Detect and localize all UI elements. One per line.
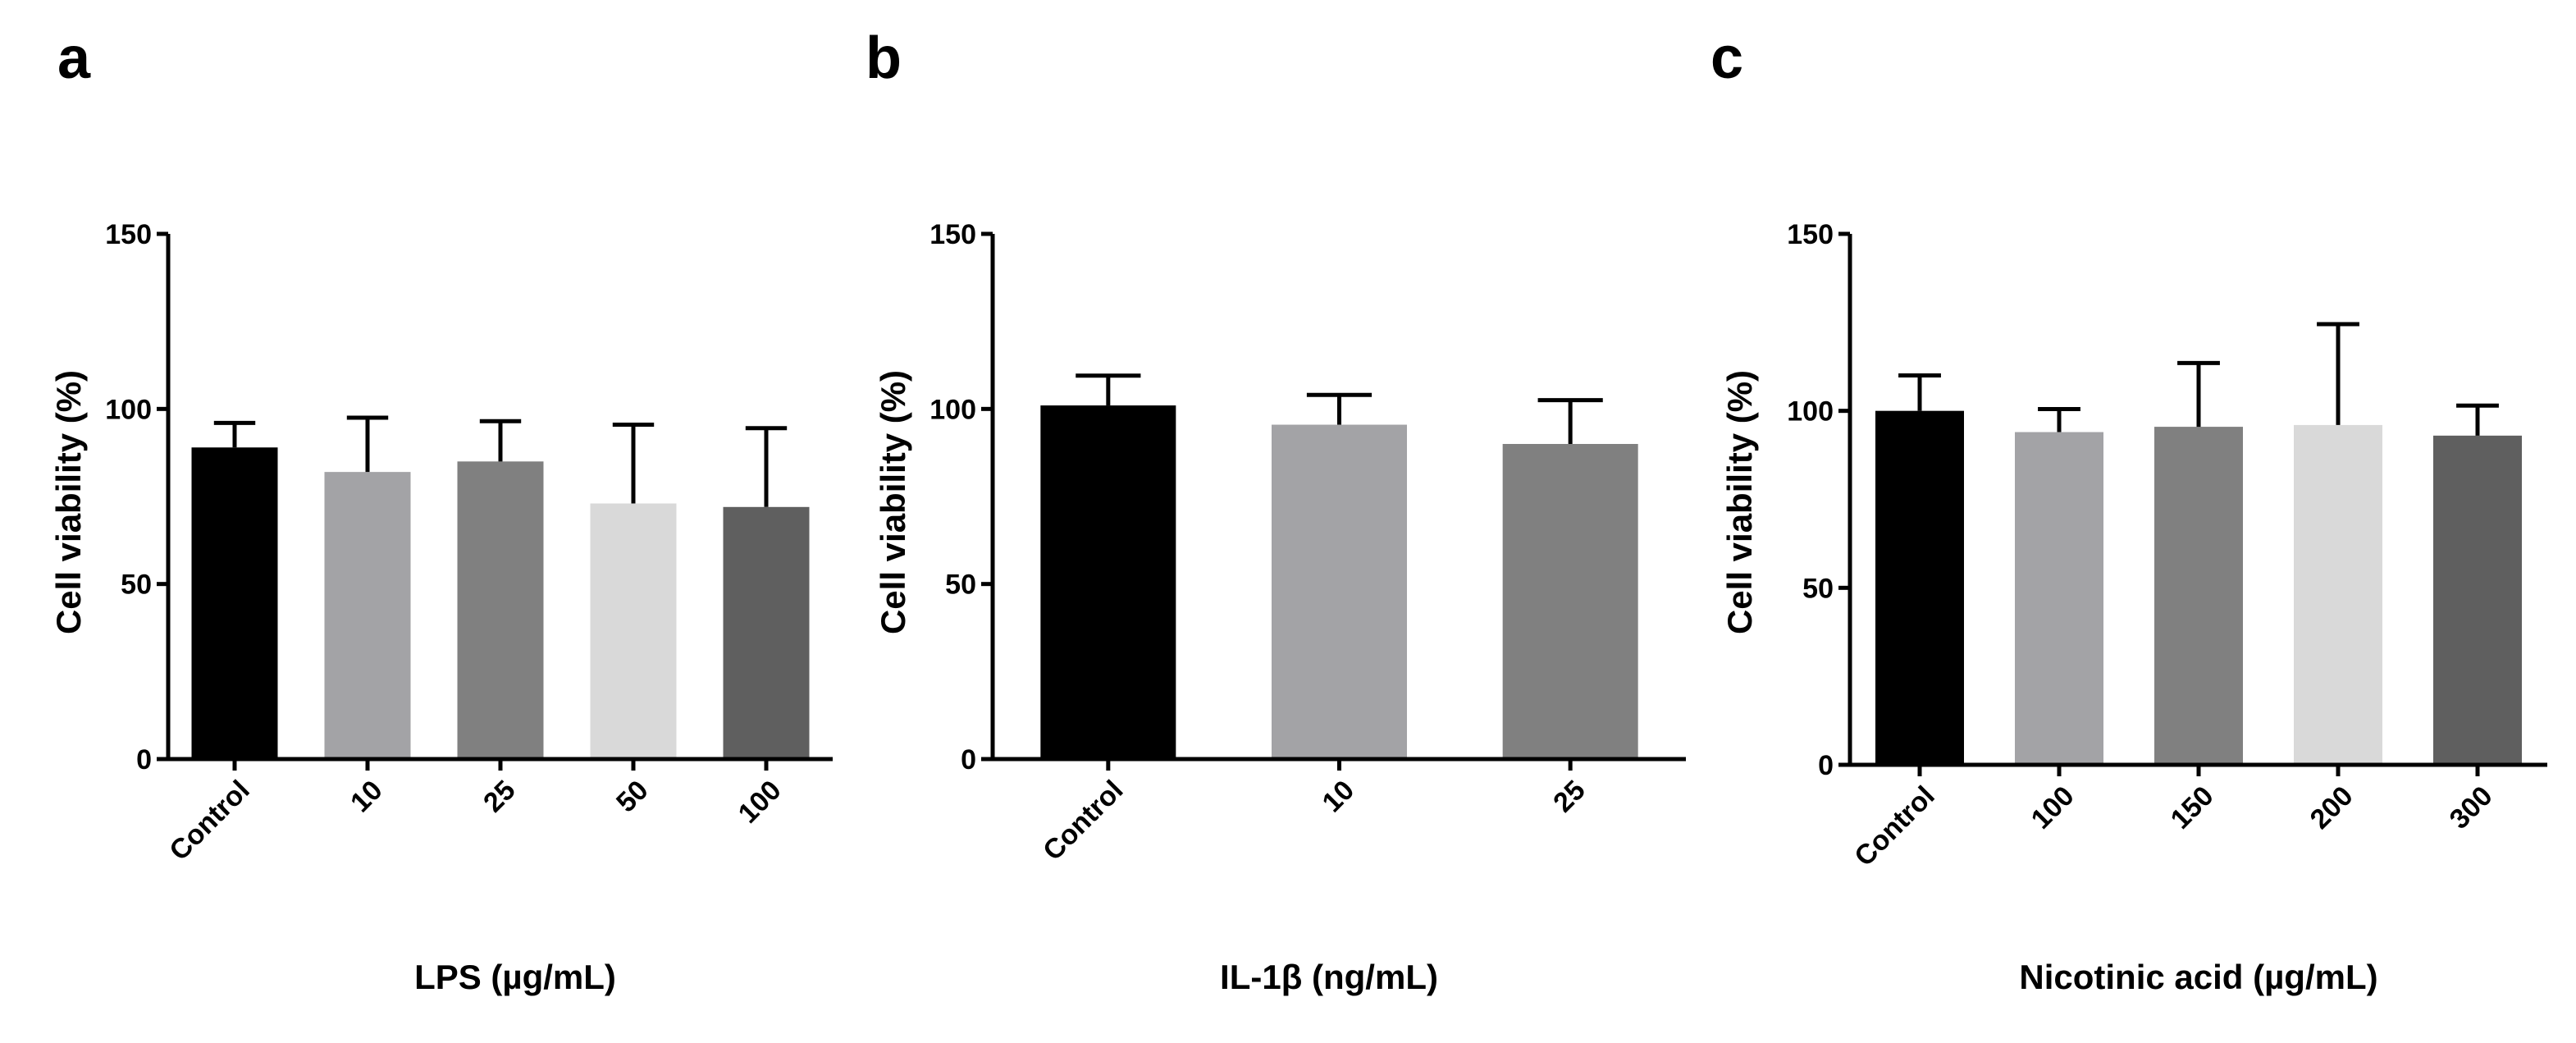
- panel-c: c Cell viability (%) Control 100 150 200 300…: [1710, 25, 2547, 996]
- y-tick-label-c: 150: [1787, 219, 1834, 250]
- y-axis-label-c: Cell viability (%): [1720, 370, 1759, 634]
- x-tick-label-a: 25: [477, 775, 522, 819]
- bar-a-100: [723, 506, 810, 759]
- panel-letter-c: c: [1710, 25, 1743, 91]
- bar-b-10: [1272, 424, 1407, 759]
- error-bar-a-100: [745, 426, 788, 507]
- x-axis-label-c: Nicotinic acid (µg/mL): [2019, 958, 2377, 996]
- x-tick-label-b: 10: [1317, 775, 1361, 819]
- error-bar-c-300: [2456, 403, 2499, 436]
- y-tick-label-c: 0: [1818, 750, 1834, 781]
- error-bar-a-10: [346, 415, 389, 473]
- error-bar-b-25: [1537, 398, 1603, 444]
- y-tick-label-b: 100: [929, 394, 976, 425]
- panel-a: a Cell viability (%) Control 10 25 50 100 0 50…: [49, 25, 833, 996]
- bar-b-25: [1502, 444, 1638, 759]
- bar-a-25: [457, 461, 544, 759]
- x-tick-label-b: Control: [1037, 775, 1129, 867]
- panel-b: b Cell viability (%) Control 10 25 0 50 100 15…: [866, 25, 1686, 996]
- bar-c-300: [2433, 435, 2522, 765]
- x-tick-label-a: 50: [610, 775, 655, 819]
- y-tick-label-b: 150: [929, 219, 976, 250]
- x-axis-label-a: LPS (µg/mL): [414, 958, 616, 996]
- error-bar-a-25: [479, 419, 522, 462]
- error-bar-b-control: [1076, 373, 1141, 406]
- y-tick-label-a: 50: [121, 570, 152, 601]
- x-axis-label-b: IL-1β (ng/mL): [1220, 958, 1438, 996]
- bar-c-100: [2015, 432, 2103, 765]
- y-tick-label-b: 50: [945, 570, 976, 601]
- bar-a-50: [590, 503, 677, 759]
- bar-b-control: [1040, 405, 1176, 759]
- error-bar-c-200: [2317, 322, 2359, 425]
- plot-area-b: Control 10 25 0 50 100 150: [929, 219, 1686, 867]
- panel-letter-b: b: [866, 25, 902, 91]
- x-tick-label-c: 150: [2165, 780, 2220, 835]
- x-tick-label-c: 200: [2304, 780, 2359, 835]
- bar-c-control: [1875, 410, 1964, 765]
- error-bar-a-control: [213, 420, 256, 448]
- bar-c-150: [2154, 427, 2243, 765]
- y-tick-label-a: 0: [136, 744, 152, 775]
- panel-letter-a: a: [57, 25, 91, 91]
- x-tick-label-c: Control: [1848, 780, 1940, 872]
- y-tick-label-b: 0: [961, 744, 976, 775]
- x-tick-label-a: 10: [345, 775, 389, 819]
- y-axis-label-a: Cell viability (%): [49, 370, 88, 634]
- error-bar-c-150: [2177, 360, 2220, 428]
- bar-a-control: [191, 447, 278, 759]
- y-tick-label-a: 150: [105, 219, 152, 250]
- x-tick-label-b: 25: [1547, 775, 1592, 819]
- error-bar-b-10: [1306, 392, 1372, 425]
- y-tick-label-c: 100: [1787, 396, 1834, 428]
- error-bar-c-100: [2038, 407, 2080, 432]
- y-tick-label-a: 100: [105, 394, 152, 425]
- y-axis-label-b: Cell viability (%): [874, 370, 912, 634]
- bar-c-200: [2294, 424, 2382, 765]
- error-bar-a-50: [612, 423, 655, 504]
- x-tick-label-a: Control: [163, 775, 255, 867]
- y-tick-label-c: 50: [1802, 573, 1834, 604]
- x-tick-label-c: 300: [2444, 780, 2499, 835]
- plot-area-c: Control 100 150 200 300 0 50 100 150: [1787, 219, 2547, 872]
- plot-area-a: Control 10 25 50 100 0 50 100 150: [105, 219, 833, 867]
- bar-a-10: [324, 472, 411, 759]
- error-bar-c-control: [1898, 373, 1941, 411]
- x-tick-label-a: 100: [733, 775, 788, 830]
- x-tick-label-c: 100: [2026, 780, 2080, 835]
